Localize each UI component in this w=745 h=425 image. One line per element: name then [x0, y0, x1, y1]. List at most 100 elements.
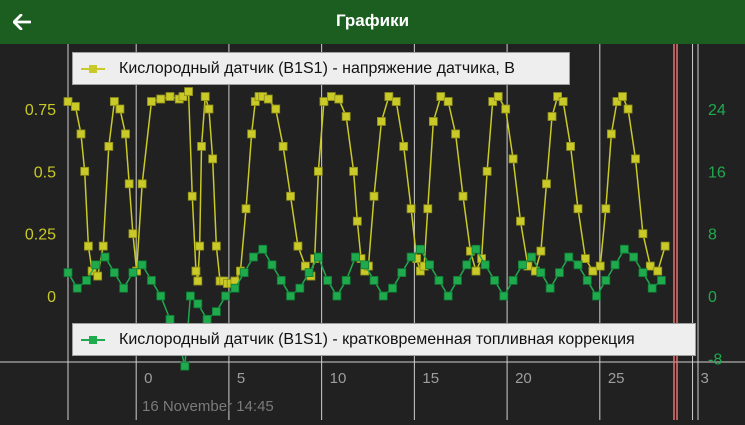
left-axis-tick-label: 0.25 [25, 227, 56, 244]
series-point-1 [63, 268, 73, 278]
x-axis-tick-label: 10 [330, 370, 347, 387]
series-point-1 [109, 268, 119, 278]
series-point-0 [428, 117, 438, 126]
series-point-0 [128, 229, 138, 239]
series-point-1 [545, 283, 555, 293]
series-point-1 [443, 291, 453, 301]
series-point-1 [239, 268, 249, 278]
series-point-0 [263, 94, 273, 104]
series-point-1 [564, 252, 574, 262]
series-point-0 [581, 254, 590, 264]
page-title: Графики [335, 11, 410, 30]
series-point-1 [211, 307, 221, 316]
series-point-0 [612, 97, 622, 106]
series-point-1 [193, 299, 203, 309]
series-point-1 [462, 260, 472, 270]
series-point-0 [184, 87, 193, 96]
series-point-1 [657, 276, 666, 285]
x-axis-tick-label: 3 [701, 370, 709, 387]
series-point-1 [490, 276, 499, 285]
series-point-0 [191, 266, 201, 276]
legend-voltage: Кислородный датчик (B1S1) - напряжение д… [72, 52, 570, 85]
series-point-1 [406, 252, 416, 262]
left-axis-tick-label: 0.5 [34, 164, 56, 181]
series-point-0 [193, 276, 203, 286]
series-point-1 [369, 276, 379, 285]
series-point-0 [542, 179, 551, 189]
series-point-0 [436, 92, 446, 101]
series-point-0 [501, 104, 511, 114]
chart-area[interactable]: 0 0.25 0.5 0.75 -8 0 8 16 24 0 5 10 15 20 25 3 16 Novemb… [0, 44, 745, 420]
series-point-1 [619, 244, 629, 254]
series-point-0 [471, 266, 481, 276]
series-point-1 [471, 244, 481, 254]
series-point-1 [499, 291, 509, 301]
series-point-0 [631, 154, 640, 164]
series-line-0 [67, 89, 666, 285]
right-axis-tick-label: 8 [708, 227, 717, 244]
series-point-0 [121, 129, 130, 139]
series-point-1 [508, 276, 518, 285]
series-point-1 [527, 252, 537, 262]
series-point-1 [72, 283, 82, 293]
x-axis-tick-label: 5 [237, 370, 245, 387]
app-bar: Графики [0, 0, 745, 44]
series-point-0 [247, 129, 257, 139]
series-point-1 [425, 260, 435, 270]
right-axis-tick-label: 24 [708, 102, 726, 119]
series-point-0 [443, 97, 453, 106]
series-point-0 [98, 241, 108, 251]
series-point-0 [124, 179, 134, 189]
series-point-0 [547, 112, 557, 121]
series-point-0 [109, 97, 119, 106]
series-point-0 [482, 166, 492, 176]
chart-svg[interactable]: 0 0.25 0.5 0.75 -8 0 8 16 24 0 5 10 15 20 25 3 16 Novemb… [0, 44, 745, 420]
x-axis-tick-label: 25 [608, 370, 625, 387]
series-point-0 [319, 97, 329, 106]
series-point-0 [197, 141, 206, 151]
series-point-0 [399, 141, 409, 151]
series-point-0 [458, 191, 468, 201]
series-point-0 [606, 129, 616, 139]
series-point-0 [349, 166, 359, 176]
series-point-0 [80, 166, 90, 176]
series-point-0 [558, 97, 568, 106]
series-point-0 [638, 229, 648, 239]
series-point-0 [178, 92, 188, 101]
series-point-0 [536, 246, 546, 256]
series-point-1 [304, 268, 314, 278]
series-point-1 [480, 260, 490, 270]
series-point-1 [555, 268, 564, 278]
legend-voltage-marker-icon [81, 64, 105, 74]
series-point-1 [276, 276, 286, 285]
series-point-0 [423, 204, 433, 214]
series-point-1 [360, 260, 370, 270]
series-point-0 [211, 241, 221, 251]
series-point-0 [653, 266, 663, 276]
series-point-0 [369, 191, 379, 201]
right-axis-tick-label: 0 [708, 289, 717, 306]
series-point-0 [352, 216, 362, 226]
series-point-1 [295, 283, 305, 293]
series-point-0 [200, 92, 210, 101]
series-point-1 [147, 276, 156, 285]
right-axis-tick-label: 16 [708, 164, 726, 181]
series-point-1 [82, 276, 91, 285]
series-point-0 [165, 92, 175, 101]
series-point-0 [391, 97, 401, 106]
series-point-0 [595, 261, 605, 271]
series-point-0 [508, 154, 518, 164]
series-point-0 [516, 216, 525, 226]
series-point-0 [137, 179, 147, 189]
back-button[interactable] [6, 6, 38, 38]
series-point-0 [187, 191, 197, 201]
series-point-1 [258, 244, 268, 254]
series-point-1 [397, 268, 407, 278]
series-point-0 [241, 204, 251, 214]
left-axis-tick-label: 0 [47, 289, 56, 306]
series-point-1 [286, 291, 295, 301]
series-point-0 [384, 92, 394, 101]
x-axis-tick-label: 15 [422, 370, 439, 387]
series-point-1 [100, 252, 110, 262]
series-point-0 [601, 204, 611, 214]
